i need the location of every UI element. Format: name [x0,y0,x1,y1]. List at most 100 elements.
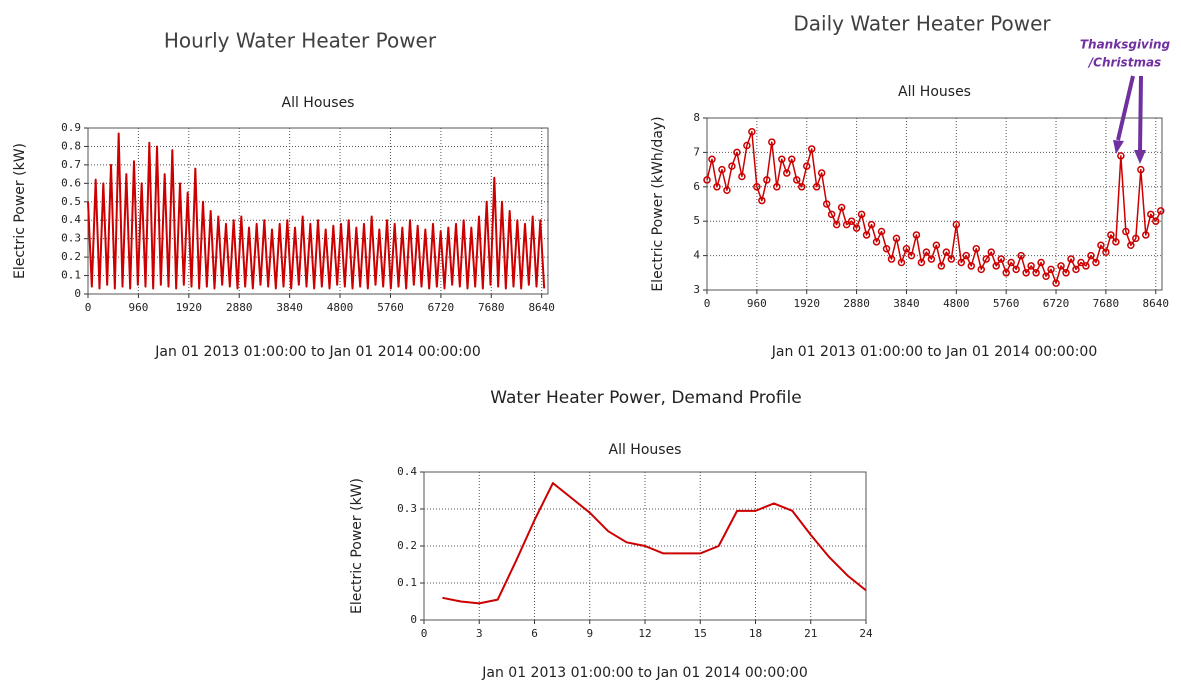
x-tick-label: 4800 [327,301,354,314]
data-point [1067,255,1075,263]
data-point [822,200,831,208]
data-point [927,255,936,263]
data-point [1157,207,1165,215]
data-point [1137,165,1145,174]
x-tick-label: 1920 [793,297,820,310]
data-point [793,176,801,184]
data-point [947,255,956,263]
y-tick-label: 0.1 [397,576,417,589]
x-tick-label: 960 [747,297,767,310]
y-tick-label: 7 [693,145,700,158]
annotation-arrowhead [1134,150,1146,164]
x-tick-label: 18 [749,627,762,640]
data-point [932,241,941,250]
data-point [1132,234,1140,243]
data-point [952,220,961,229]
x-tick-label: 0 [421,627,428,640]
x-tick-label: 3 [476,627,483,640]
data-point [967,262,976,270]
data-point [718,165,726,174]
y-axis-label: Electric Power (kWh/day) [650,116,666,291]
data-point [758,196,766,205]
chart-subtitle: All Houses [282,95,355,111]
data-point [1072,265,1080,274]
y-tick-label: 0.2 [397,539,417,552]
data-point [817,169,826,177]
data-point [748,128,756,136]
data-point [882,244,891,253]
data-point [1147,210,1155,219]
x-tick-label: 3840 [276,301,303,314]
annotation: Thanksgiving [1080,38,1171,52]
data-point [1082,262,1090,270]
y-tick-label: 0.8 [61,139,81,152]
data-point [1047,265,1055,274]
data-point [1097,241,1105,250]
data-point [1092,258,1100,267]
data-point [1002,269,1010,277]
data-point [907,251,916,260]
x-tick-label: 15 [694,627,707,640]
x-axis-label: Jan 01 2013 01:00:00 to Jan 01 2014 00:0… [154,344,480,360]
data-point [713,183,721,191]
x-axis-label: Jan 01 2013 01:00:00 to Jan 01 2014 00:0… [481,665,807,681]
x-tick-label: 8640 [1143,297,1170,310]
data-point [738,172,746,181]
data-point [1117,152,1125,160]
y-tick-label: 3 [693,283,700,296]
data-point [922,248,931,256]
y-tick-label: 0.5 [61,195,81,208]
data-point [1142,231,1150,239]
data-point [773,183,781,191]
data-point [1102,248,1110,256]
data-point [807,145,816,153]
x-axis-label: Jan 01 2013 01:00:00 to Jan 01 2014 00:0… [771,344,1097,360]
y-tick-label: 0 [74,287,81,300]
data-point [1077,258,1085,267]
data-point [1112,238,1120,246]
data-point [992,262,1000,270]
data-point [957,258,966,267]
y-tick-label: 0 [410,613,417,626]
x-tick-label: 6 [531,627,538,640]
data-point [778,155,786,164]
y-tick-label: 0.6 [61,176,81,189]
x-tick-label: 12 [638,627,651,640]
y-tick-label: 6 [693,180,700,193]
data-point [1032,269,1040,277]
y-tick-label: 0.4 [397,465,417,478]
data-point [887,255,896,263]
data-point [728,162,736,170]
data-point [763,176,771,184]
data-point [1007,258,1015,267]
x-tick-label: 4800 [943,297,970,310]
y-axis-label: Electric Power (kW) [12,143,28,279]
data-point [872,238,881,246]
data-point [972,244,981,253]
chart-title: Daily Water Heater Power [793,12,1051,36]
data-point [912,231,921,239]
data-point [982,255,990,263]
x-tick-label: 0 [85,301,92,314]
data-point [753,183,761,191]
data-point [897,258,906,267]
x-tick-label: 21 [804,627,817,640]
data-point [1012,265,1020,274]
x-tick-label: 0 [704,297,711,310]
data-point [902,244,911,253]
data-point [937,262,946,270]
y-tick-label: 4 [693,249,700,262]
data-point [797,183,806,191]
annotation-arrowhead [1113,140,1124,154]
data-point [837,203,846,212]
x-tick-label: 2880 [843,297,870,310]
data-point [847,217,856,225]
y-tick-label: 0.9 [61,121,81,134]
plot-frame [423,471,867,621]
data-point [832,220,841,229]
data-point [708,155,716,164]
chart-subtitle: All Houses [609,442,682,458]
data-point [842,220,851,229]
chart-title: Water Heater Power, Demand Profile [490,388,801,408]
